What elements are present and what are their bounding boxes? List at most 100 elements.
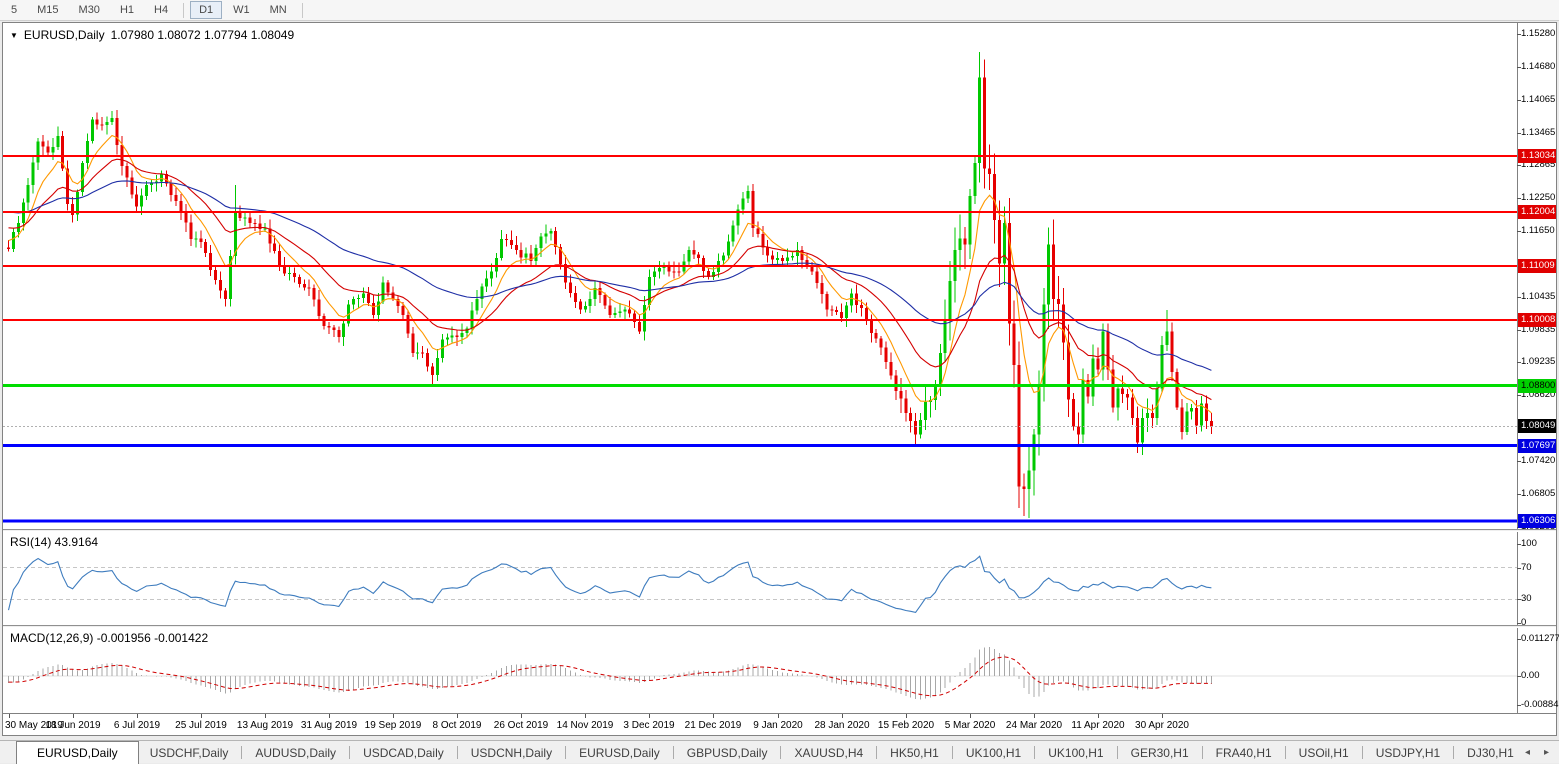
axis-tick-mark bbox=[1517, 100, 1521, 101]
timeframe-button-d1[interactable]: D1 bbox=[190, 1, 223, 19]
date-axis-label: 24 Mar 2020 bbox=[1005, 720, 1063, 731]
date-axis-label: 14 Nov 2019 bbox=[556, 720, 614, 731]
price-scale[interactable]: 1.15280 1.14680 1.14065 1.13465 1.12865 1.122… bbox=[3, 23, 1559, 736]
axis-tick-mark bbox=[1517, 67, 1521, 68]
date-axis-label: 8 Oct 2019 bbox=[432, 720, 482, 731]
date-axis-label: 5 Mar 2020 bbox=[944, 720, 996, 731]
chart-tab[interactable]: XAUUSD,H4 bbox=[794, 746, 864, 760]
chart-tab[interactable]: UK100,H1 bbox=[1048, 746, 1104, 760]
chart-tab[interactable]: USDCNH,Daily bbox=[470, 746, 553, 760]
date-axis-label: 21 Dec 2019 bbox=[684, 720, 742, 731]
date-axis-label: 18 Jun 2019 bbox=[45, 720, 101, 731]
chart-tab[interactable]: FRA40,H1 bbox=[1215, 746, 1272, 760]
date-axis-tick bbox=[9, 714, 10, 718]
chart-symbol-period: EURUSD,Daily bbox=[23, 28, 105, 42]
timeframe-button-h1[interactable]: H1 bbox=[119, 4, 134, 16]
date-axis-tick bbox=[906, 714, 907, 718]
time-axis[interactable]: 30 May 2019 18 Jun 2019 6 Jul 2019 25 Jul 2… bbox=[3, 713, 1517, 736]
chart-tab[interactable]: USDJPY,H1 bbox=[1375, 746, 1441, 760]
date-axis-tick bbox=[73, 714, 74, 718]
tab-scroll-arrows: ◂ ▸ bbox=[1525, 747, 1549, 758]
axis-tick-mark bbox=[1517, 34, 1521, 35]
moving-average-21 bbox=[8, 158, 1212, 401]
macd-panel-canvas[interactable] bbox=[3, 628, 1517, 713]
axis-tick-mark bbox=[1517, 198, 1521, 199]
pane-divider-macd[interactable] bbox=[3, 625, 1556, 628]
tab-scroll-left-icon[interactable]: ◂ bbox=[1524, 746, 1530, 758]
chart-tab[interactable]: DJ30,H1 bbox=[1467, 746, 1514, 760]
tab-separator bbox=[241, 745, 243, 759]
axis-tick-mark bbox=[1517, 676, 1521, 677]
axis-tick-label: -0.00884 bbox=[1521, 699, 1559, 710]
chart-tab[interactable]: HK50,H1 bbox=[890, 746, 939, 760]
price-level-label: 1.10008 bbox=[1518, 313, 1556, 327]
rsi-indicator-label: RSI(14) 43.9164 bbox=[10, 535, 99, 549]
pane-divider-rsi[interactable] bbox=[3, 529, 1556, 532]
axis-tick-label: 1.11650 bbox=[1521, 225, 1555, 236]
axis-tick-mark bbox=[1517, 568, 1521, 569]
date-axis-tick bbox=[457, 714, 458, 718]
chart-tab[interactable]: USDCAD,Daily bbox=[363, 746, 444, 760]
price-level-label: 1.08800 bbox=[1518, 379, 1556, 393]
date-axis-tick bbox=[649, 714, 650, 718]
date-axis-label: 11 Apr 2020 bbox=[1071, 720, 1125, 731]
chart-tab[interactable]: EURUSD,Daily bbox=[579, 746, 660, 760]
axis-tick-label: 70 bbox=[1521, 562, 1532, 573]
date-axis-tick bbox=[521, 714, 522, 718]
rsi-panel-canvas[interactable] bbox=[3, 532, 1517, 625]
date-axis-label: 26 Oct 2019 bbox=[493, 720, 549, 731]
chart-tab[interactable]: USDCHF,Daily bbox=[149, 746, 229, 760]
tab-separator bbox=[1034, 745, 1036, 759]
tab-scroll-right-icon[interactable]: ▸ bbox=[1543, 746, 1549, 758]
timeframes-toolbar: 5 M15 M30 H1 H4 D1 W1 MN bbox=[0, 0, 1559, 21]
rsi-line bbox=[7, 555, 1212, 614]
axis-tick-label: 0.00 bbox=[1521, 670, 1540, 681]
axis-tick-label: 1.15280 bbox=[1521, 28, 1556, 39]
chart-tab[interactable]: UK100,H1 bbox=[965, 746, 1022, 760]
tab-separator bbox=[456, 745, 458, 759]
timeframe-button-h4[interactable]: H4 bbox=[154, 4, 169, 16]
timeframe-button-5[interactable]: 5 bbox=[11, 4, 18, 16]
tab-separator bbox=[1116, 745, 1118, 759]
date-axis-tick bbox=[137, 714, 138, 718]
chart-tabs: EURUSD,Daily USDCHF,Daily AUDUSD,Daily USDC… bbox=[16, 741, 1525, 764]
axis-tick-mark bbox=[1517, 330, 1521, 331]
axis-tick-mark bbox=[1517, 297, 1521, 298]
moving-average-8 bbox=[8, 134, 1212, 414]
price-chart-canvas[interactable] bbox=[3, 23, 1517, 529]
date-axis-tick bbox=[329, 714, 330, 718]
timeframe-button-mn[interactable]: MN bbox=[269, 4, 287, 16]
axis-tick-label: 1.12865 bbox=[1521, 159, 1556, 170]
date-axis-label: 6 Jul 2019 bbox=[113, 720, 161, 731]
timeframe-button-w1[interactable]: W1 bbox=[233, 4, 250, 16]
axis-tick-label: 1.07420 bbox=[1521, 455, 1556, 466]
chart-dropdown-icon[interactable]: ▼ bbox=[10, 31, 18, 40]
tab-separator bbox=[780, 745, 782, 759]
axis-tick-label: 0 bbox=[1521, 617, 1527, 628]
price-level-label: 1.06306 bbox=[1518, 514, 1556, 528]
axis-tick-mark bbox=[1517, 599, 1521, 600]
axis-tick-mark bbox=[1517, 544, 1521, 545]
axis-tick-label: 0.011277 bbox=[1521, 633, 1559, 644]
macd-indicator-label: MACD(12,26,9) -0.001956 -0.001422 bbox=[10, 631, 209, 645]
price-level-label: 1.13034 bbox=[1518, 149, 1556, 163]
chart-tab[interactable]: EURUSD,Daily bbox=[16, 741, 139, 764]
timeframe-button-m15[interactable]: M15 bbox=[37, 4, 59, 16]
timeframe-button-m30[interactable]: M30 bbox=[78, 4, 100, 16]
chart-tab[interactable]: GER30,H1 bbox=[1130, 746, 1189, 760]
price-axis-line bbox=[1517, 23, 1518, 713]
date-axis-tick bbox=[393, 714, 394, 718]
date-axis-label: 3 Dec 2019 bbox=[623, 720, 675, 731]
date-axis-tick bbox=[778, 714, 779, 718]
chart-tab[interactable]: GBPUSD,Daily bbox=[686, 746, 768, 760]
axis-tick-mark bbox=[1517, 461, 1521, 462]
chart-tab[interactable]: AUDUSD,Daily bbox=[255, 746, 337, 760]
tab-separator bbox=[1201, 745, 1203, 759]
date-axis-tick bbox=[1098, 714, 1099, 718]
date-axis-tick bbox=[842, 714, 843, 718]
tab-separator bbox=[565, 745, 567, 759]
date-axis-label: 9 Jan 2020 bbox=[753, 720, 803, 731]
chart-tab[interactable]: USOil,H1 bbox=[1298, 746, 1349, 760]
moving-average-55 bbox=[8, 180, 1212, 371]
date-axis-label: 30 Apr 2020 bbox=[1135, 720, 1189, 731]
